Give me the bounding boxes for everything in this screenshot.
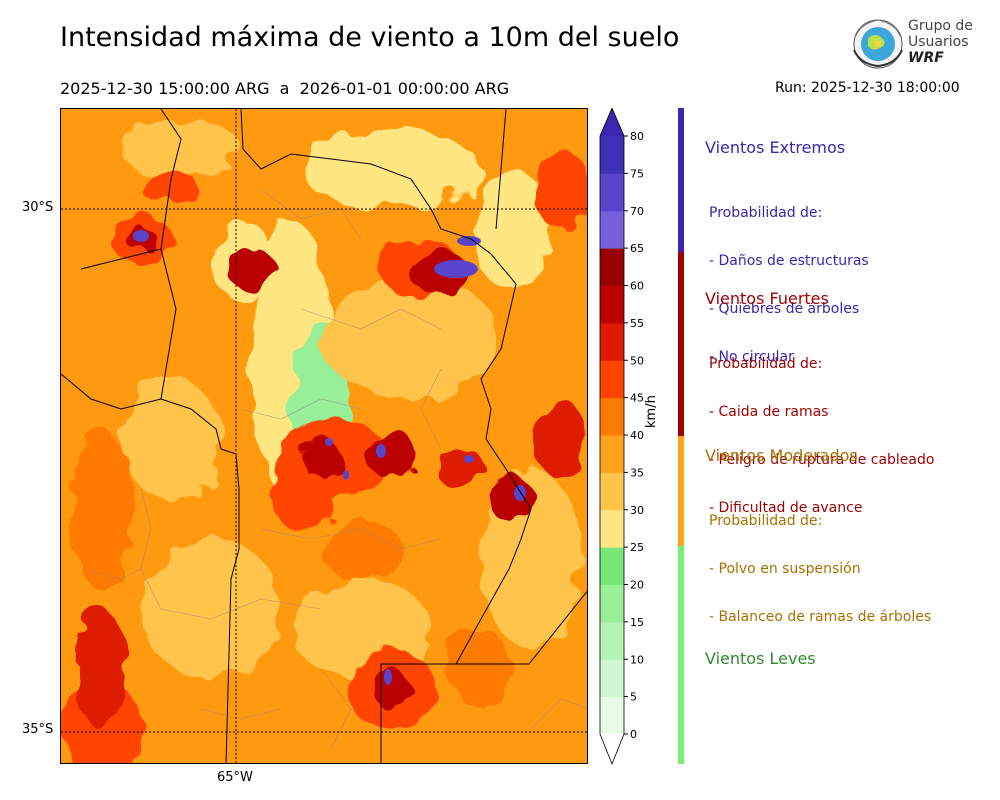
field-contours xyxy=(61,119,587,763)
legend-bar-extreme xyxy=(678,108,684,252)
colorbar-bin xyxy=(600,173,624,212)
colorbar-tick-label: 45 xyxy=(630,392,644,405)
wind-map xyxy=(60,108,588,764)
wrf-logo-icon xyxy=(853,19,903,69)
colorbar-tick-label: 20 xyxy=(630,579,644,592)
logo-line-1: Grupo de xyxy=(908,18,973,34)
legend-line: - Dificultad de avance xyxy=(709,500,863,516)
legend-extreme: Vientos Extremos Probabilidad de: - Daño… xyxy=(705,138,869,397)
colorbar-bin xyxy=(600,584,624,623)
colorbar: 0 5 10 15 20 25 30 35 40 45 50 55 60 65 70 75 80 xyxy=(599,108,644,766)
colorbar-bin xyxy=(600,696,624,735)
chart-title: Intensidad máxima de viento a 10m del su… xyxy=(60,22,680,53)
legend-moderate-desc: Probabilidad de: - Polvo en suspensión -… xyxy=(705,481,931,657)
legend-line: - Quiebres de árboles xyxy=(709,301,860,317)
colorbar-top-extend xyxy=(600,108,624,136)
legend-extreme-desc: Probabilidad de: - Daños de estructuras … xyxy=(705,173,869,397)
colorbar-bin xyxy=(600,509,624,548)
legend-bar-strong xyxy=(678,252,684,436)
colorbar-bin xyxy=(600,248,624,286)
legend-line: Probabilidad de: xyxy=(709,356,823,372)
forecast-period: 2025-12-30 15:00:00 ARG a 2026-01-01 00:… xyxy=(60,79,510,98)
colorbar-bin xyxy=(600,472,624,511)
legend-strong: Vientos Fuertes Probabilidad de: - Caida… xyxy=(705,289,934,548)
colorbar-bin xyxy=(600,210,624,249)
province-borders xyxy=(61,109,587,763)
colorbar-bin xyxy=(600,659,624,698)
colorbar-bottom-extend xyxy=(600,734,624,764)
graticule xyxy=(61,109,587,763)
colorbar-tick-label: 75 xyxy=(630,167,644,180)
colorbar-tick-label: 55 xyxy=(630,317,644,330)
colorbar-tick-label: 40 xyxy=(630,429,644,442)
lat-label-35s: 35°S xyxy=(22,722,54,737)
colorbar-bin xyxy=(600,435,624,473)
colorbar-tick-label: 15 xyxy=(630,616,644,629)
legend-moderate-title: Vientos Moderados xyxy=(705,446,858,465)
legend-light: Vientos Leves xyxy=(705,649,816,668)
legend-light-title: Vientos Leves xyxy=(705,649,816,668)
colorbar-bin xyxy=(600,397,624,436)
legend-line: Probabilidad de: xyxy=(709,513,823,529)
logo-line-2: Usuarios xyxy=(908,34,969,50)
colorbar-tick-label: 70 xyxy=(630,205,644,218)
colorbar-tick-label: 0 xyxy=(630,728,637,741)
legend-bar-moderate xyxy=(678,436,684,546)
colorbar-tick-label: 5 xyxy=(630,691,637,704)
colorbar-tick-label: 25 xyxy=(630,541,644,554)
legend-line: - Daños de estructuras xyxy=(709,253,869,269)
run-timestamp: Run: 2025-12-30 18:00:00 xyxy=(775,80,960,96)
legend-strong-desc: Probabilidad de: - Caida de ramas - Peli… xyxy=(705,324,934,548)
logo-line-3: WRF xyxy=(908,50,944,66)
legend-line: - Peligro de ruptura de cableado xyxy=(709,452,935,468)
legend-strong-title: Vientos Fuertes xyxy=(705,289,829,308)
colorbar-tick-label: 30 xyxy=(630,504,644,517)
colorbar-unit: km/h xyxy=(644,395,659,428)
colorbar-bin xyxy=(600,360,624,399)
legend-line: - Polvo en suspensión xyxy=(709,561,861,577)
colorbar-tick-label: 35 xyxy=(630,466,644,479)
colorbar-tick-label: 10 xyxy=(630,653,644,666)
legend-line: Probabilidad de: xyxy=(709,205,823,221)
legend-bar-light xyxy=(678,546,684,764)
colorbar-bin xyxy=(600,547,624,585)
colorbar-tick-label: 60 xyxy=(630,280,644,293)
logo-text: Grupo de Usuarios WRF xyxy=(908,18,973,66)
lat-label-30s: 30°S xyxy=(22,200,54,215)
wind-intensity-field xyxy=(61,109,587,763)
colorbar-bin xyxy=(600,322,624,361)
legend-line: - Balanceo de ramas de árboles xyxy=(709,609,932,625)
legend-moderate: Vientos Moderados Probabilidad de: - Pol… xyxy=(705,446,931,657)
colorbar-tick-label: 80 xyxy=(630,130,644,143)
legend-line: - Caida de ramas xyxy=(709,404,829,420)
lon-label-65w: 65°W xyxy=(217,770,253,785)
colorbar-bin xyxy=(600,285,624,324)
colorbar-tick-label: 65 xyxy=(630,242,644,255)
colorbar-bin xyxy=(600,621,624,660)
colorbar-tick-label: 50 xyxy=(630,354,644,367)
legend-line: - No circular xyxy=(709,349,794,365)
legend-extreme-title: Vientos Extremos xyxy=(705,138,846,157)
colorbar-bin xyxy=(600,136,624,174)
